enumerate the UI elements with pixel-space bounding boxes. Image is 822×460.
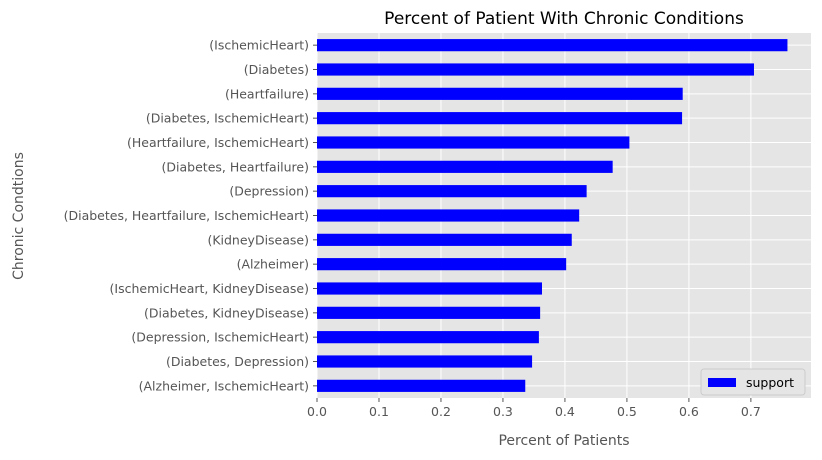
y-tick-label: (Diabetes, Heartfailure, IschemicHeart): [64, 208, 309, 223]
y-tick-label: (Diabetes, KidneyDisease): [144, 305, 309, 320]
legend-box: [700, 368, 806, 396]
bars-layer: [317, 39, 788, 392]
legend-label: support: [746, 375, 794, 390]
bar: [317, 379, 526, 392]
y-tick-label: (Diabetes): [244, 62, 309, 77]
y-tick-label: (Diabetes, Heartfailure): [162, 159, 309, 174]
y-tick-label: (Depression, IschemicHeart): [131, 330, 309, 345]
x-axis-label: Percent of Patients: [498, 433, 629, 449]
x-tick-label: 0.5: [617, 404, 637, 419]
legend: support: [700, 368, 806, 396]
bar: [317, 233, 572, 246]
y-ticks: (IschemicHeart) (Diabetes) (Heartfailure) (…: [64, 38, 317, 393]
x-tick-label: 0.7: [741, 404, 761, 419]
bar: [317, 39, 788, 52]
bar: [317, 160, 613, 173]
chart-title: Percent of Patient With Chronic Conditio…: [384, 9, 744, 29]
y-axis-label: Chronic Condtions: [11, 152, 27, 280]
x-tick-label: 0.1: [369, 404, 389, 419]
bar: [317, 63, 754, 76]
y-tick-label: (Alzheimer): [237, 257, 309, 272]
x-tick-label: 0.6: [679, 404, 699, 419]
bar: [317, 87, 683, 100]
x-tick-label: 0.4: [555, 404, 575, 419]
y-tick-label: (IschemicHeart): [209, 38, 309, 53]
bar: [317, 331, 539, 344]
bar: [317, 306, 541, 319]
y-tick-label: (Alzheimer, IschemicHeart): [139, 378, 309, 393]
bar: [317, 282, 542, 295]
x-tick-label: 0.0: [307, 404, 327, 419]
x-tick-label: 0.2: [431, 404, 451, 419]
legend-swatch: [708, 378, 736, 387]
y-tick-label: (Diabetes, IschemicHeart): [146, 111, 309, 126]
x-tick-label: 0.3: [493, 404, 513, 419]
y-tick-label: (Depression): [229, 184, 309, 199]
bar: [317, 112, 683, 125]
y-tick-label: (Diabetes, Depression): [166, 354, 309, 369]
bar: [317, 258, 567, 271]
y-tick-label: (IschemicHeart, KidneyDisease): [110, 281, 309, 296]
bar: [317, 355, 533, 368]
x-ticks: 0.0 0.1 0.2 0.3 0.4 0.5 0.6 0.7: [307, 398, 761, 419]
bar: [317, 209, 580, 222]
y-tick-label: (KidneyDisease): [207, 232, 309, 247]
bar: [317, 136, 630, 149]
bar: [317, 185, 587, 198]
y-tick-label: (Heartfailure, IschemicHeart): [127, 135, 309, 150]
y-tick-label: (Heartfailure): [225, 86, 309, 101]
